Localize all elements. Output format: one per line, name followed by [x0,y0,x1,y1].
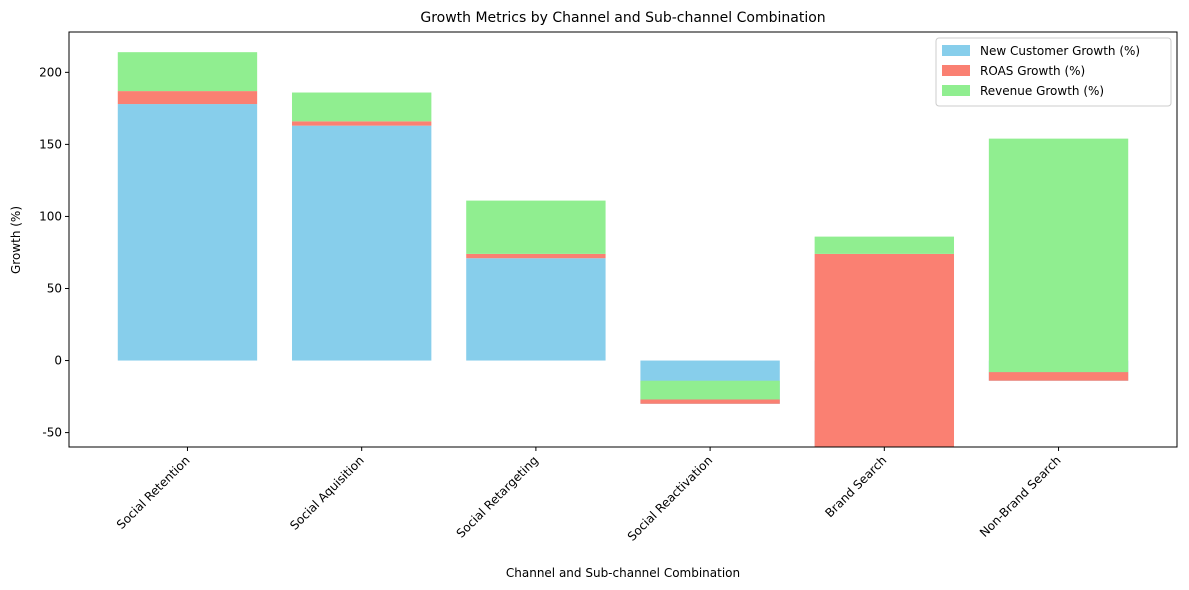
x-tick-label: Non-Brand Search [977,453,1064,540]
y-tick-label: 0 [54,354,62,368]
legend-box [935,37,1172,107]
bar-segment [117,104,258,361]
bar-segment [117,52,258,92]
bar-segment [466,200,606,254]
y-axis-label: Growth (%) [9,206,23,274]
legend-label: Revenue Growth (%) [980,84,1104,98]
y-tick-label: 200 [39,65,62,79]
bar-segment [466,253,606,259]
x-axis-label: Channel and Sub-channel Combination [506,566,740,580]
bar-segment [988,372,1129,381]
legend-swatch [942,85,970,96]
y-tick-label: 150 [39,137,62,151]
y-tick-label: 50 [47,281,62,295]
y-tick-label: -50 [42,426,62,440]
bar-segment [466,258,606,361]
x-tick-label: Social Retargeting [454,453,541,540]
bar-segment [988,138,1129,373]
legend-label: New Customer Growth (%) [980,44,1140,58]
chart-title: Growth Metrics by Channel and Sub-channe… [420,10,825,26]
bars [117,52,1129,447]
x-tick-label: Brand Search [822,453,889,520]
bar-segment [814,236,955,254]
bar-segment [291,125,432,361]
bar-segment [814,253,955,447]
y-tick-label: 100 [39,209,62,223]
x-tick-label: Social Retention [114,453,193,532]
legend-swatch [942,65,970,76]
legend-swatch [942,45,970,56]
x-tick-label: Social Reactivation [625,453,716,544]
bar-segment [640,380,780,400]
bar-segment [117,91,258,105]
x-tick-label: Social Aquisition [287,453,367,533]
bar-segment [291,121,432,126]
bar-segment [640,399,780,404]
legend-label: ROAS Growth (%) [980,64,1085,78]
bar-segment [291,92,432,122]
plot-frame [68,31,1178,448]
legend: New Customer Growth (%) ROAS Growth (%) Re… [935,37,1172,107]
